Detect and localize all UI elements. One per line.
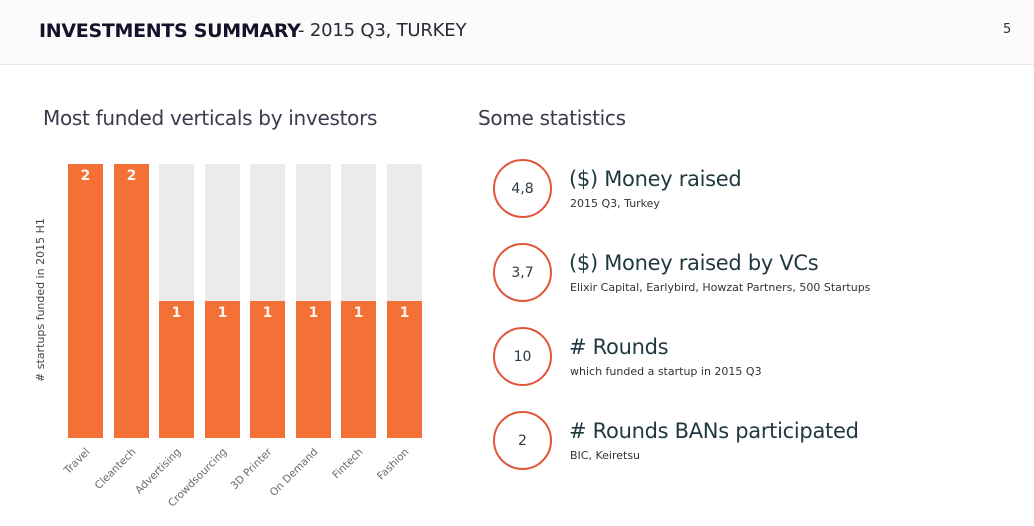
bar-value-label: 2: [80, 168, 91, 184]
bar-value-label: 1: [353, 305, 364, 321]
stat-value-circle: 4,8: [493, 159, 552, 218]
bar-track: 1: [159, 164, 194, 438]
bar-fill: 1: [205, 301, 240, 438]
stat-item: 4,8 ($) Money raised 2015 Q3, Turkey: [493, 159, 1013, 221]
stat-value-circle: 2: [493, 411, 552, 470]
stat-subtitle: 2015 Q3, Turkey: [570, 197, 660, 210]
bar-track: 1: [341, 164, 376, 438]
stat-item: 2 # Rounds BANs participated BIC, Keiretsu: [493, 411, 1013, 473]
stat-item: 3,7 ($) Money raised by VCs Elixir Capital…: [493, 243, 1013, 305]
bar-value-label: 2: [126, 168, 137, 184]
bar-fill: 1: [341, 301, 376, 438]
chart-title: Most funded verticals by investors: [43, 106, 378, 130]
bar-value-label: 1: [171, 305, 182, 321]
bar-value-label: 1: [399, 305, 410, 321]
bar-track: 1: [250, 164, 285, 438]
slide-header: INVESTMENTS SUMMARY - 2015 Q3, TURKEY 5: [0, 0, 1034, 65]
bar-track: 1: [205, 164, 240, 438]
stat-title: # Rounds: [569, 335, 669, 359]
bar-value-label: 1: [308, 305, 319, 321]
bar-value-label: 1: [262, 305, 273, 321]
bar-track: 2: [68, 164, 103, 438]
slide-title: INVESTMENTS SUMMARY: [39, 20, 301, 42]
stat-value-circle: 10: [493, 327, 552, 386]
y-axis-label: # startups funded in 2015 H1: [34, 218, 47, 382]
bar-value-label: 1: [217, 305, 228, 321]
bar-fill: 1: [250, 301, 285, 438]
slide-subtitle: - 2015 Q3, TURKEY: [298, 20, 467, 41]
stat-title: ($) Money raised: [569, 167, 742, 191]
stat-value-circle: 3,7: [493, 243, 552, 302]
stat-subtitle: Elixir Capital, Earlybird, Howzat Partne…: [570, 281, 871, 294]
stat-subtitle: which funded a startup in 2015 Q3: [570, 365, 762, 378]
bar-track: 1: [387, 164, 422, 438]
bar-track: 2: [114, 164, 149, 438]
stat-subtitle: BIC, Keiretsu: [570, 449, 641, 462]
bar-track: 1: [296, 164, 331, 438]
stat-title: ($) Money raised by VCs: [569, 251, 819, 275]
bar-fill: 2: [68, 164, 103, 438]
bar-fill: 1: [296, 301, 331, 438]
stats-title: Some statistics: [478, 106, 626, 130]
bar-fill: 2: [114, 164, 149, 438]
bar-fill: 1: [159, 301, 194, 438]
page-number: 5: [1003, 22, 1012, 37]
bar-fill: 1: [387, 301, 422, 438]
stat-item: 10 # Rounds which funded a startup in 2015…: [493, 327, 1013, 389]
stat-title: # Rounds BANs participated: [569, 419, 859, 443]
